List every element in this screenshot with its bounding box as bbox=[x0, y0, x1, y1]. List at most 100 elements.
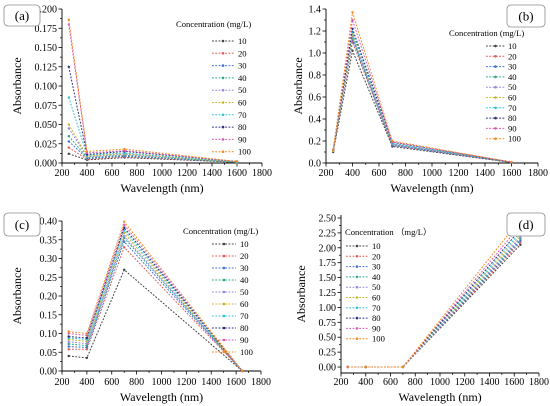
legend-entry-80: 80 bbox=[346, 313, 381, 323]
legend-label-20: 20 bbox=[240, 251, 249, 261]
chart-panel-d: 200 400 600 800 1000 1200 1400 1600 1800 0.00 0.25… bbox=[294, 212, 549, 404]
series-line-80 bbox=[332, 28, 512, 163]
legend-label-80: 80 bbox=[508, 113, 517, 123]
legend-title: Concentration (mg/L) bbox=[183, 226, 258, 236]
legend-label-40: 40 bbox=[238, 73, 247, 83]
series-line-30 bbox=[68, 240, 243, 372]
data-point-100 bbox=[364, 365, 367, 369]
x-tick-label: 1800 bbox=[251, 377, 271, 388]
legend-entry-10: 10 bbox=[212, 36, 247, 46]
data-point-40 bbox=[67, 134, 71, 138]
x-tick-label: 600 bbox=[105, 168, 120, 179]
legend-entry-90: 90 bbox=[486, 123, 517, 133]
y-tick-label: 0.050 bbox=[35, 120, 58, 131]
series-line-20 bbox=[332, 40, 512, 163]
legend-marker-30 bbox=[222, 266, 226, 270]
series-line-20 bbox=[68, 147, 238, 163]
legend-entry-10: 10 bbox=[212, 239, 249, 249]
series-line-60 bbox=[68, 232, 243, 372]
x-tick-label: 200 bbox=[55, 168, 70, 179]
y-tick-label: 0.150 bbox=[35, 43, 58, 54]
data-point-10 bbox=[123, 268, 126, 271]
x-tick-label: 400 bbox=[345, 168, 360, 179]
legend-entry-100: 100 bbox=[212, 347, 253, 357]
legend-entry-70: 70 bbox=[486, 103, 517, 113]
legend-entry-70: 70 bbox=[212, 311, 249, 321]
legend-entry-100: 100 bbox=[212, 147, 251, 157]
x-axis-title: Wavelength (nm) bbox=[120, 181, 203, 195]
x-tick-label: 800 bbox=[130, 168, 145, 179]
legend-marker-90 bbox=[355, 327, 359, 330]
y-tick-label: 0.15 bbox=[40, 310, 58, 321]
y-tick-label: 0.025 bbox=[35, 139, 58, 150]
y-tick-label: 0.25 bbox=[319, 348, 337, 359]
y-tick-label: 0.30 bbox=[40, 254, 58, 265]
panel-label-box bbox=[506, 4, 546, 28]
legend-entry-80: 80 bbox=[486, 113, 517, 123]
data-point-100 bbox=[85, 150, 89, 153]
x-tick-label: 400 bbox=[80, 168, 95, 179]
legend-label-20: 20 bbox=[238, 48, 247, 58]
legend-marker-10 bbox=[221, 39, 225, 43]
x-tick-label: 1600 bbox=[226, 377, 246, 388]
legend-label-100: 100 bbox=[372, 334, 385, 344]
legend-marker-50 bbox=[494, 85, 497, 89]
x-axis-title: Wavelength (nm) bbox=[398, 390, 481, 404]
legend: Concentration (mg/L) 10 20 30 40 50 60 70 80 90 10… bbox=[176, 19, 251, 157]
legend-label-90: 90 bbox=[240, 335, 249, 345]
y-tick-label: 0.40 bbox=[40, 217, 58, 228]
data-point-100 bbox=[332, 148, 335, 151]
legend-label-50: 50 bbox=[238, 85, 247, 95]
legend-label-100: 100 bbox=[508, 134, 521, 144]
legend-label-30: 30 bbox=[238, 61, 247, 71]
series-line-10 bbox=[332, 49, 512, 163]
x-tick-label: 600 bbox=[383, 377, 398, 388]
y-tick-label: 2.25 bbox=[319, 228, 337, 239]
y-tick-label: 1.50 bbox=[319, 273, 337, 284]
legend-marker-30 bbox=[494, 65, 497, 68]
y-tick-label: 0.00 bbox=[319, 363, 337, 374]
data-point-30 bbox=[85, 346, 89, 349]
legend-marker-70 bbox=[222, 314, 226, 318]
series-line-100 bbox=[68, 220, 243, 372]
x-tick-label: 400 bbox=[79, 377, 94, 388]
legend-entry-60: 60 bbox=[486, 93, 517, 103]
legend-label-60: 60 bbox=[372, 293, 381, 303]
legend-marker-80 bbox=[494, 116, 497, 120]
data-point-90 bbox=[351, 18, 354, 22]
legend-label-60: 60 bbox=[508, 93, 517, 103]
x-tick-label: 800 bbox=[408, 377, 423, 388]
data-point-20 bbox=[85, 348, 89, 351]
data-point-10 bbox=[351, 49, 354, 52]
data-point-50 bbox=[519, 235, 522, 239]
data-point-60 bbox=[85, 340, 89, 343]
panel-label: (c) bbox=[15, 217, 29, 232]
legend-label-10: 10 bbox=[372, 241, 381, 251]
legend-title: Concentration （mg/L） bbox=[345, 227, 432, 237]
y-tick-label: 2.00 bbox=[319, 243, 337, 254]
data-point-50 bbox=[85, 342, 89, 345]
legend-label-70: 70 bbox=[508, 103, 517, 113]
legend-entry-40: 40 bbox=[346, 272, 381, 282]
series-line-40 bbox=[68, 236, 243, 372]
x-tick-label: 1000 bbox=[422, 168, 442, 179]
panel-label: (d) bbox=[518, 217, 533, 232]
legend-marker-10 bbox=[355, 244, 359, 248]
series-line-50 bbox=[68, 128, 238, 163]
data-point-10 bbox=[519, 243, 522, 246]
data-point-20 bbox=[123, 246, 126, 249]
legend-marker-70 bbox=[494, 106, 497, 110]
x-tick-label: 1200 bbox=[176, 377, 196, 388]
data-point-100 bbox=[123, 147, 126, 151]
series-line-90 bbox=[68, 223, 243, 372]
legend-marker-60 bbox=[221, 101, 225, 104]
y-tick-label: 0.75 bbox=[319, 318, 337, 329]
legend-marker-30 bbox=[355, 265, 359, 268]
x-tick-label: 200 bbox=[319, 168, 334, 179]
legend-entry-30: 30 bbox=[486, 62, 517, 72]
legend-marker-30 bbox=[221, 64, 225, 67]
chart-panel-b: 200 400 600 800 1000 1200 1400 1600 1800 0.0 0.2 0.… bbox=[291, 5, 548, 196]
legend-marker-40 bbox=[221, 76, 225, 80]
legend-marker-20 bbox=[221, 52, 225, 55]
data-point-40 bbox=[85, 344, 89, 347]
